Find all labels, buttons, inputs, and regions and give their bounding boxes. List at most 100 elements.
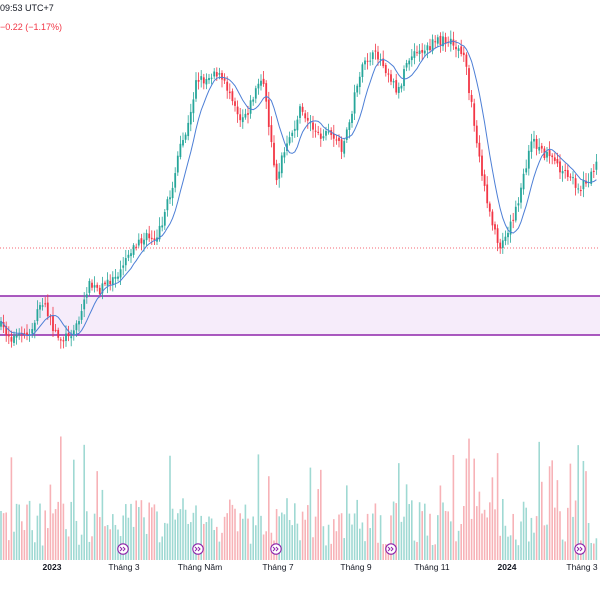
candle-body (226, 81, 229, 91)
volume-bar (112, 514, 114, 560)
candle-body (202, 77, 205, 84)
candle-body (551, 155, 554, 158)
dividend-marker-icon (192, 543, 204, 555)
volume-bar (99, 517, 101, 560)
volume-bar (377, 542, 379, 560)
volume-bar (528, 541, 530, 560)
candle-body (182, 140, 184, 146)
volume-bar (517, 545, 520, 560)
candle-body (254, 88, 257, 99)
candle-body (184, 134, 187, 140)
volume-bar (595, 538, 598, 560)
candle-body (239, 114, 242, 121)
volume-bar (205, 522, 208, 560)
volume-bar (135, 500, 137, 560)
candle-body (579, 189, 582, 192)
candle-body (54, 329, 57, 331)
volume-bar (5, 512, 7, 560)
candle-body (161, 225, 164, 228)
candle-body (343, 141, 346, 154)
volume-bar (47, 528, 49, 560)
candle-body (592, 170, 595, 172)
volume-bar (434, 544, 436, 560)
volume-bar (348, 513, 351, 560)
candle-body (429, 46, 431, 51)
volume-bar (403, 516, 405, 560)
volume-bar (587, 522, 590, 560)
candle-body (481, 155, 483, 176)
volume-bar (283, 514, 286, 560)
volume-bar (572, 516, 574, 560)
candle-body (369, 60, 372, 62)
volume-bar (221, 532, 223, 560)
volume-bar (125, 504, 127, 560)
candle-body (15, 334, 18, 338)
candle-body (247, 113, 249, 115)
volume-bar (223, 516, 226, 560)
volume-bar (314, 516, 317, 560)
volume-bar (203, 523, 205, 560)
volume-bar (28, 500, 31, 560)
volume-bar (481, 513, 483, 560)
volume-bar (392, 501, 395, 560)
candle-body (306, 117, 309, 121)
candle-body (319, 133, 322, 139)
volume-bar (114, 524, 117, 560)
candle-body (382, 58, 385, 67)
candle-body (577, 188, 580, 190)
candle-body (200, 76, 203, 80)
volume-bar (361, 522, 364, 560)
candle-body (210, 77, 213, 79)
candle-body (150, 237, 153, 239)
candle-body (122, 265, 125, 268)
candle-body (236, 106, 239, 115)
candle-body (57, 329, 60, 338)
volume-bar (309, 467, 312, 560)
volume-bar (546, 524, 548, 560)
volume-bar (156, 511, 158, 560)
volume-bar (31, 530, 33, 560)
volume-bar (395, 503, 397, 560)
volume-bar (489, 502, 491, 560)
volume-bar (275, 509, 278, 560)
moving-average-line (0, 40, 597, 336)
candle-body (483, 174, 486, 186)
candle-body (231, 91, 234, 102)
volume-bar (340, 513, 343, 560)
volume-bar (234, 508, 236, 560)
candle-body (408, 60, 411, 65)
volume-bar (299, 540, 301, 560)
candle-body (442, 36, 444, 47)
candle-body (127, 254, 130, 258)
volume-bar (8, 540, 10, 560)
volume-bar (465, 458, 468, 560)
candle-body (392, 81, 395, 83)
candle-body (130, 253, 132, 257)
candle-body (137, 239, 140, 246)
candle-body (455, 46, 457, 50)
volume-bar (252, 516, 254, 560)
candle-body (299, 106, 301, 118)
candle-body (13, 335, 15, 343)
candle-body (535, 138, 538, 149)
candle-body (426, 45, 429, 51)
volume-bar (452, 454, 455, 560)
candle-body (36, 309, 39, 322)
candle-body (197, 79, 200, 82)
candle-body (223, 78, 226, 81)
volume-bar (411, 500, 413, 560)
volume-bar (491, 477, 494, 560)
candle-body (491, 211, 494, 226)
candle-body (366, 60, 369, 62)
volume-bar (15, 503, 18, 560)
volume-bar (366, 513, 369, 560)
candle-body (72, 330, 75, 335)
candle-body (486, 184, 489, 204)
candle-body (317, 131, 320, 133)
volume-bar (296, 523, 299, 560)
volume-bar (164, 522, 166, 560)
volume-bar (585, 471, 587, 560)
volume-bar (577, 445, 579, 560)
volume-bar (468, 438, 470, 560)
